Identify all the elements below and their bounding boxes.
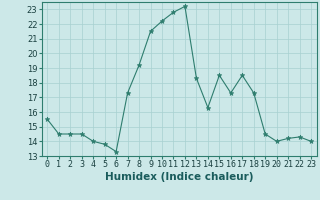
X-axis label: Humidex (Indice chaleur): Humidex (Indice chaleur) bbox=[105, 172, 253, 182]
